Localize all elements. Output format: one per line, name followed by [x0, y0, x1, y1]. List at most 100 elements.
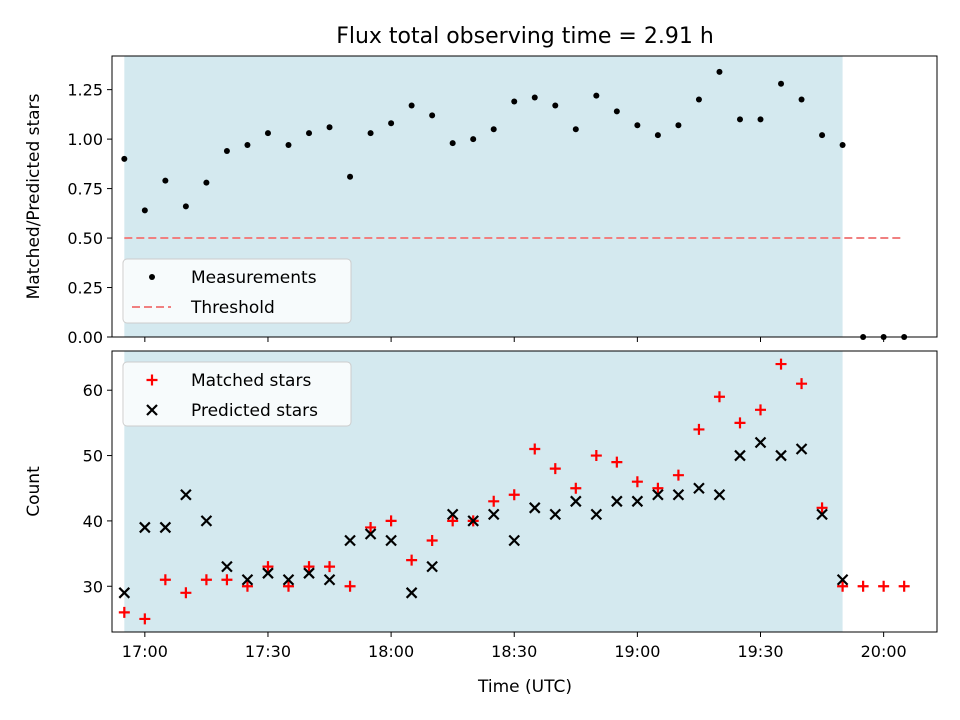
top-series-measurements-point [470, 136, 477, 143]
bottom-series-predicted-stars-point [426, 560, 438, 573]
top-series-measurements-point [531, 94, 538, 101]
top-series-measurements-point [203, 179, 210, 186]
top-y-tick-label: 0.50 [67, 229, 103, 248]
bottom-series-matched-stars-point [282, 580, 294, 592]
bottom-series-predicted-stars-point [241, 573, 254, 586]
bottom-series-predicted-stars-point [528, 502, 541, 514]
bottom-series-predicted-stars-point [385, 534, 397, 547]
bottom-series-predicted-stars-point [508, 534, 521, 547]
bottom-series-predicted-stars-point [446, 508, 459, 521]
top-series-measurements-point [654, 132, 661, 139]
bottom-series-predicted-stars-point [282, 573, 295, 586]
bottom-series-matched-stars-point [200, 574, 212, 586]
chart-title: Flux total observing time = 2.91 h [336, 24, 714, 49]
bottom-series-predicted-stars-point [816, 508, 828, 521]
bottom-series-predicted-stars-point [713, 488, 726, 501]
bottom-series-predicted-stars-point [836, 573, 849, 586]
bottom-legend-label: Matched stars [191, 371, 311, 391]
bottom-series-matched-stars-point [529, 443, 541, 455]
bottom-series-matched-stars-point [755, 404, 767, 416]
top-series-measurements-point [490, 126, 497, 133]
bottom-series-matched-stars-point [652, 482, 664, 494]
top-series-measurements-point [778, 80, 785, 87]
bottom-series-matched-stars-point [672, 469, 684, 481]
bottom-series-matched-stars-point [303, 561, 315, 573]
top-series-measurements-point [593, 92, 600, 99]
top-series-measurements-point [306, 130, 313, 137]
bottom-series-matched-stars-point [262, 561, 274, 573]
bottom-series-matched-stars-point [713, 391, 725, 403]
top-series-measurements-point [429, 112, 436, 119]
bottom-series-predicted-stars-point [734, 449, 746, 462]
bottom-series-matched-stars-point [693, 423, 705, 435]
top-series-measurements-point [757, 116, 764, 123]
top-series-measurements-point [182, 203, 189, 210]
bottom-series-predicted-stars-point [118, 587, 131, 599]
bottom-series-predicted-stars-point [180, 488, 192, 501]
bottom-series-matched-stars-point [324, 561, 336, 573]
bottom-series-matched-stars-point [508, 489, 520, 501]
bottom-series-matched-stars-point [837, 580, 849, 592]
bottom-series-matched-stars-point [406, 554, 418, 566]
bottom-series-matched-stars-point [898, 580, 910, 592]
bottom-series-matched-stars-point [611, 456, 623, 468]
top-y-tick-label: 1.25 [67, 81, 103, 100]
bottom-series-predicted-stars-point [139, 521, 151, 534]
bottom-series-matched-stars-point [631, 476, 643, 488]
top-series-measurements-point [572, 126, 579, 133]
top-series-measurements-point [408, 102, 415, 109]
x-tick-label: 20:00 [861, 642, 907, 661]
top-series-measurements-point [326, 124, 333, 131]
bottom-series-matched-stars-point [344, 580, 356, 592]
bottom-series-matched-stars-point [590, 450, 602, 462]
top-series-measurements-point [552, 102, 559, 109]
bottom-series-predicted-stars-point [549, 508, 562, 521]
bottom-series-predicted-stars-point [754, 436, 767, 449]
bottom-series-matched-stars-point [385, 515, 397, 527]
bottom-series-predicted-stars-point [364, 528, 377, 540]
bottom-series-matched-stars-point [426, 535, 438, 547]
bottom-series-predicted-stars-point [405, 587, 418, 599]
bottom-series-matched-stars-point [796, 378, 808, 390]
top-series-measurements-point [449, 140, 456, 147]
bottom-series-predicted-stars-point [795, 443, 808, 455]
bottom-series-matched-stars-point [118, 606, 130, 618]
top-series-measurements-point [839, 142, 846, 149]
bottom-series-predicted-stars-point [467, 515, 479, 527]
x-tick-label: 18:00 [368, 642, 414, 661]
top-legend-label: Threshold [190, 298, 275, 318]
bottom-series-predicted-stars-point [570, 495, 582, 508]
top-axes-frame [111, 55, 938, 338]
top-series-measurements-point [367, 130, 374, 137]
bottom-series-predicted-stars-point [611, 495, 623, 508]
top-series-measurements-point [736, 116, 743, 123]
bottom-y-tick-label: 40 [83, 512, 103, 531]
top-series-measurements-point [121, 155, 128, 162]
bottom-legend-box [122, 361, 352, 427]
x-tick-label: 17:30 [245, 642, 291, 661]
bottom-y-tick-label: 50 [83, 447, 103, 466]
bottom-series-predicted-stars-point [323, 573, 336, 586]
bottom-series-predicted-stars-point [672, 488, 685, 501]
top-series-measurements-point [347, 173, 354, 180]
top-legend-label: Measurements [191, 268, 317, 288]
top-panel-ratio: 0.00 0.25 0.50 0.75 1.00 1.25 Matched/Predicte… [24, 55, 938, 347]
bottom-series-matched-stars-point [180, 587, 192, 599]
bottom-series-predicted-stars-point [631, 495, 644, 508]
top-series-measurements-point [141, 207, 148, 214]
bottom-y-tick-label: 60 [83, 381, 103, 400]
bottom-y-axis-label: Count [24, 466, 44, 517]
top-series-measurements-point [634, 122, 641, 129]
bottom-axes-frame [111, 350, 938, 633]
bottom-series-predicted-stars-point [775, 449, 787, 462]
top-series-measurements-point [716, 68, 723, 75]
top-series-measurements-point [675, 122, 682, 129]
x-tick-label: 18:30 [491, 642, 537, 661]
top-series-measurements-point [819, 132, 826, 139]
top-series-measurements-point [388, 120, 395, 127]
bottom-series-matched-stars-point [159, 574, 171, 586]
bottom-series-predicted-stars-point [590, 508, 603, 521]
bottom-legend-label: Predicted stars [191, 401, 318, 421]
bottom-series-matched-stars-point [365, 521, 377, 533]
bottom-series-matched-stars-point [878, 580, 890, 592]
